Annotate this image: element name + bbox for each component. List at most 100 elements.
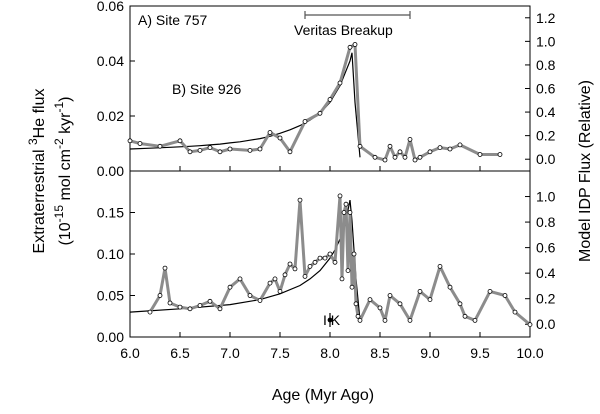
top-data-point xyxy=(412,157,418,163)
bottom-data-point xyxy=(397,301,403,307)
bottom-data-point xyxy=(382,317,388,323)
top-data-line xyxy=(129,43,500,162)
top-data-point xyxy=(407,136,413,142)
bottom-data-point xyxy=(353,301,359,307)
top-y2-tick-label: 0.6 xyxy=(536,81,556,97)
bottom-data-point xyxy=(457,301,463,307)
bottom-data-point xyxy=(147,309,153,315)
top-data-point xyxy=(247,147,253,153)
top-y2-tick-label: 0.2 xyxy=(536,128,556,144)
top-data-point xyxy=(402,154,408,160)
veritas-breakup-label: Veritas Breakup xyxy=(294,22,393,38)
bottom-data-point xyxy=(257,298,263,303)
bottom-data-point xyxy=(247,293,253,298)
top-data-point xyxy=(287,149,293,155)
top-data-point xyxy=(372,154,378,160)
top-y2-tick-label: 1.2 xyxy=(536,10,556,26)
bottom-y-tick-label: 0.10 xyxy=(97,246,124,262)
bottom-data-point xyxy=(355,313,361,319)
bottom-data-point xyxy=(349,284,355,290)
bottom-data-point xyxy=(217,306,223,312)
bottom-data-point xyxy=(367,297,373,303)
x-axis-label: Age (Myr Ago) xyxy=(272,387,374,404)
bottom-data-point xyxy=(207,298,213,304)
bottom-y-tick-label: 0.00 xyxy=(97,329,124,345)
bottom-data-point xyxy=(302,273,308,279)
bottom-y2-tick-label: 0.4 xyxy=(536,265,556,281)
ik-dot xyxy=(327,317,333,323)
top-y2-tick-label: 0.8 xyxy=(536,57,556,73)
bottom-y-tick-label: 0.15 xyxy=(97,205,124,221)
panel-label-a: A) Site 757 xyxy=(138,12,207,28)
bottom-data-point xyxy=(337,193,343,199)
top-y2-tick-label: 0.0 xyxy=(536,151,556,167)
top-data-point xyxy=(257,146,263,152)
bottom-data-line xyxy=(148,194,531,326)
bottom-data-point xyxy=(351,251,357,257)
x-tick-label: 10.0 xyxy=(516,345,543,361)
top-data-point xyxy=(447,146,453,152)
top-data-point xyxy=(427,149,433,155)
bottom-data-point xyxy=(157,293,163,298)
bottom-data-point xyxy=(277,288,283,294)
bottom-data-point xyxy=(387,293,393,298)
bottom-data-point xyxy=(282,272,288,278)
top-data-point xyxy=(417,154,423,160)
bottom-data-point xyxy=(512,309,518,315)
bottom-data-point xyxy=(322,255,328,261)
top-data-point xyxy=(397,149,403,155)
top-data-point xyxy=(457,142,463,148)
y-axis-label-left-line2: (10-15 mol cm-2 kyr-1) xyxy=(52,97,74,246)
bottom-panel-series xyxy=(129,193,533,328)
bottom-data-point xyxy=(287,261,293,267)
top-data-point xyxy=(227,146,233,152)
bottom-data-point xyxy=(347,210,353,215)
top-data-point xyxy=(267,130,273,135)
bottom-data-point xyxy=(502,293,508,298)
bottom-data-point xyxy=(407,317,413,323)
top-data-point xyxy=(302,119,308,124)
top-panel-ticks: 0.00 0.02 0.04 0.06 0.0 0.2 0.4 0.6 0.8 1.0 1.2 xyxy=(97,0,556,179)
bottom-data-point xyxy=(345,268,351,274)
top-data-point xyxy=(157,143,163,149)
ik-boundary-marker xyxy=(327,313,333,327)
bottom-data-point xyxy=(237,276,243,282)
bottom-y2-tick-label: 1.0 xyxy=(536,189,556,205)
bottom-data-point xyxy=(341,210,347,215)
bottom-data-point xyxy=(447,284,453,290)
bottom-data-point xyxy=(472,317,478,323)
top-data-point xyxy=(277,135,283,141)
top-y2-tick-label: 0.4 xyxy=(536,104,556,120)
top-data-point xyxy=(392,154,398,160)
bottom-data-point xyxy=(332,259,338,265)
y-axis-label-left-line1: Extraterrestrial 3He flux xyxy=(26,89,48,254)
bottom-data-point xyxy=(227,284,233,290)
top-data-point xyxy=(357,143,363,149)
bottom-data-point xyxy=(297,197,303,203)
x-tick-label: 6.5 xyxy=(170,345,190,361)
bottom-data-point xyxy=(307,263,313,269)
top-data-point xyxy=(347,44,353,50)
bottom-y2-tick-label: 0.0 xyxy=(536,316,556,332)
top-data-point xyxy=(477,152,483,157)
top-y2-tick-label: 1.0 xyxy=(536,33,556,49)
x-tick-label: 8.0 xyxy=(320,345,340,361)
top-data-point xyxy=(217,149,223,155)
bottom-data-point xyxy=(187,306,193,312)
bottom-data-point xyxy=(267,280,273,286)
top-y-tick-label: 0.02 xyxy=(97,108,124,124)
x-tick-label: 6.0 xyxy=(120,345,140,361)
x-tick-label: 9.5 xyxy=(470,345,490,361)
bottom-data-point xyxy=(292,266,298,272)
bottom-data-point xyxy=(417,288,423,294)
bottom-data-point xyxy=(167,300,173,306)
top-data-point xyxy=(382,157,388,163)
top-data-point xyxy=(127,138,133,144)
bottom-data-point xyxy=(177,304,183,310)
bottom-panel-ticks: 0.00 0.05 0.10 0.15 0.0 0.2 0.4 0.6 0.8 1.0 6.0 6.5… xyxy=(97,189,556,361)
bottom-data-point xyxy=(272,276,278,282)
bottom-data-point xyxy=(339,276,345,282)
top-data-point xyxy=(327,97,333,102)
bottom-y-tick-label: 0.05 xyxy=(97,288,124,304)
bottom-y2-tick-label: 0.2 xyxy=(536,291,556,307)
